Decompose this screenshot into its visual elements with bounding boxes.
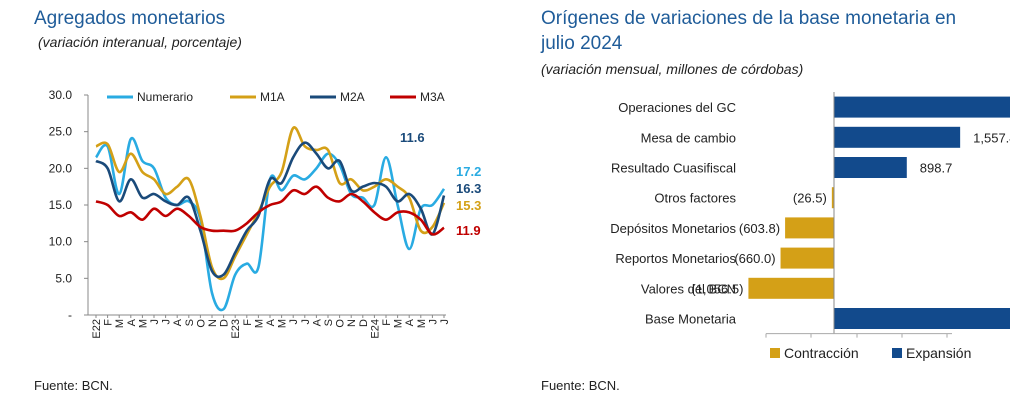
x-tick-label: E24 (369, 319, 381, 339)
series-line-m1a (95, 126, 446, 281)
y-tick-label: - (68, 308, 72, 322)
x-tick-label: A (311, 318, 323, 326)
bar-chart: Operaciones del GC2,239.0Mesa de cambio1… (610, 92, 1010, 361)
x-tick-label: O (195, 319, 207, 328)
x-tick-label: J (300, 319, 312, 325)
value-label: 1,557.4 (973, 130, 1010, 145)
category-label: Depósitos Monetarios (610, 221, 736, 236)
value-label: 898.7 (920, 161, 953, 176)
x-tick-label: J (288, 319, 300, 325)
x-tick-label: N (207, 319, 219, 327)
right-chart-source: Fuente: BCN. (541, 378, 620, 393)
y-tick-label: 20.0 (49, 161, 73, 175)
legend-label-contracción: Contracción (784, 345, 859, 361)
x-tick-label: M (393, 319, 405, 328)
annotation-label: 16.3 (456, 181, 481, 196)
y-tick-label: 5.0 (55, 271, 72, 285)
bar (834, 96, 1010, 118)
category-label: Reportos Monetarios (615, 251, 736, 266)
x-tick-label: D (219, 319, 231, 327)
series-line-numerario (94, 136, 446, 312)
x-tick-label: D (358, 319, 370, 327)
category-label: Otros factores (654, 191, 736, 206)
legend-label-m1a: M1A (260, 90, 285, 104)
category-label: Resultado Cuasifiscal (611, 161, 736, 176)
right-chart-title-line2: julio 2024 (541, 33, 623, 54)
legend-swatch-expansión (892, 348, 902, 358)
legend-label-m3a: M3A (420, 90, 445, 104)
x-tick-label: A (126, 318, 138, 326)
x-tick-label: M (277, 319, 289, 328)
annotation-label: 11.9 (456, 223, 481, 238)
x-tick-label: J (161, 319, 173, 325)
left-chart-title: Agregados monetarios (34, 8, 226, 29)
annotation-label: 15.3 (456, 198, 481, 213)
value-label: (660.0) (734, 251, 775, 266)
x-tick-label: S (323, 319, 335, 326)
bar (780, 247, 834, 269)
series-line-m3a (95, 185, 445, 236)
series-line-m2a (95, 141, 446, 279)
legend-swatch-contracción (770, 348, 780, 358)
right-chart-subtitle: (variación mensual, millones de córdobas… (541, 61, 804, 77)
category-label: Valores del BCN (641, 281, 736, 296)
category-label: Operaciones del GC (618, 100, 736, 115)
legend-label-m2a: M2A (340, 90, 365, 104)
line-chart: 30.025.020.015.010.05.0-E22 F M A M J J A S O N D E2… (49, 88, 482, 339)
annotation-label: 11.6 (400, 130, 425, 145)
category-label: Base Monetaria (645, 312, 737, 327)
x-tick-label: F (381, 319, 393, 326)
x-tick-label: A (265, 318, 277, 326)
y-tick-label: 15.0 (49, 198, 73, 212)
x-tick-label: N (346, 319, 358, 327)
x-tick-label: M (416, 319, 428, 328)
x-tick-label: F (103, 319, 115, 326)
bar (834, 157, 907, 178)
bar (748, 277, 834, 299)
x-tick-label: M (253, 319, 265, 328)
value-label: (1,056.5) (691, 281, 743, 296)
bar (834, 308, 1010, 329)
bar (831, 187, 834, 209)
y-tick-label: 25.0 (49, 125, 73, 139)
y-tick-label: 30.0 (49, 88, 73, 102)
x-tick-label: M (137, 319, 149, 328)
value-label: (603.8) (739, 221, 780, 236)
y-tick-label: 10.0 (49, 235, 73, 249)
left-chart-source: Fuente: BCN. (34, 378, 113, 393)
x-tick-label: E23 (230, 319, 242, 339)
x-tick-label: O (335, 319, 347, 328)
x-tick-label: A (172, 318, 184, 326)
x-tick-label: J (149, 319, 161, 325)
x-tick-label: J (439, 319, 451, 325)
bar (834, 126, 961, 148)
right-chart-title-line1: Orígenes de variaciones de la base monet… (541, 8, 957, 29)
x-tick-label: E22 (91, 319, 103, 339)
value-label: (26.5) (793, 191, 827, 206)
annotation-label: 17.2 (456, 164, 481, 179)
category-label: Mesa de cambio (641, 130, 736, 145)
x-tick-label: J (427, 319, 439, 325)
legend-label-expansión: Expansión (906, 345, 971, 361)
x-tick-label: S (184, 319, 196, 326)
bar (785, 217, 834, 239)
legend-label-numerario: Numerario (137, 90, 193, 104)
x-tick-label: F (242, 319, 254, 326)
x-tick-label: A (404, 318, 416, 326)
x-tick-label: M (114, 319, 126, 328)
left-chart-subtitle: (variación interanual, porcentaje) (38, 34, 242, 50)
